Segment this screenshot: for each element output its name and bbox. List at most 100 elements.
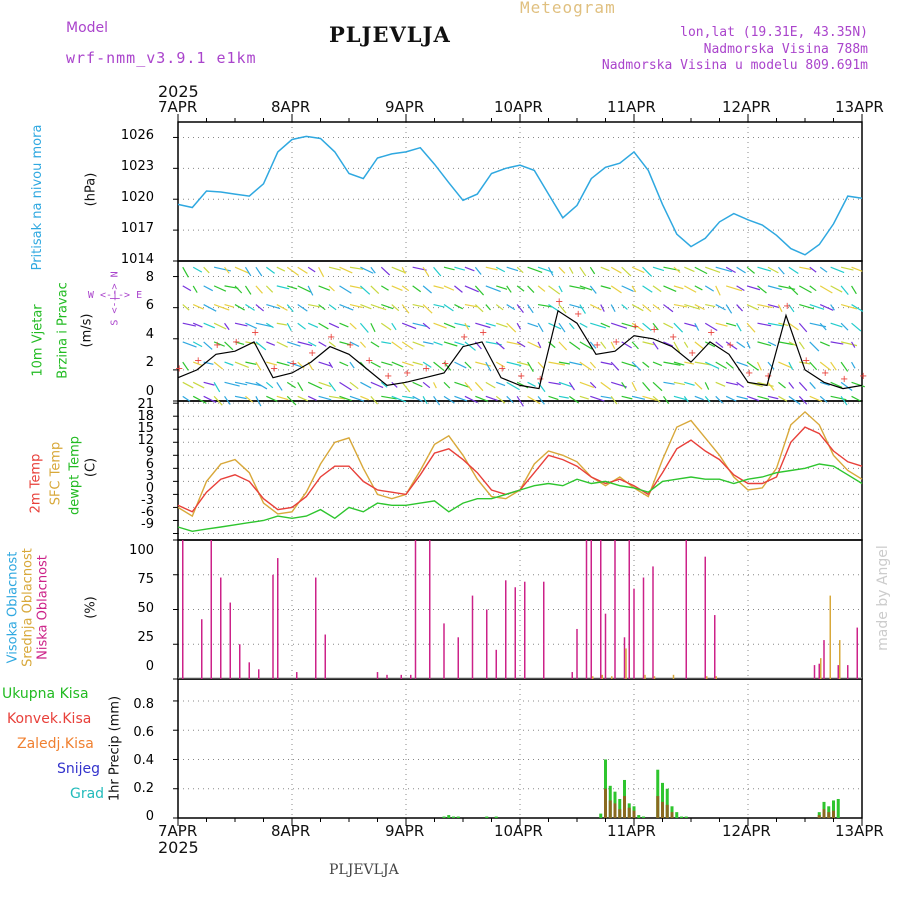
wind-barb (360, 266, 374, 274)
legend-frozen-rain: Zaledj.Kisa (17, 736, 94, 752)
y-tick: 75 (137, 572, 154, 587)
wind-barb (788, 285, 799, 296)
wind-barb (663, 285, 677, 292)
wind-barb (610, 361, 620, 371)
wind-barb (694, 341, 705, 350)
wind-barb (234, 322, 248, 327)
wind-barb (328, 381, 337, 392)
wind-barb (757, 395, 770, 400)
wind-barb (266, 395, 278, 402)
wind-barb (568, 382, 575, 391)
y-tick: 100 (129, 543, 154, 558)
y-tick: 21 (137, 397, 154, 412)
wind-barb (527, 341, 541, 349)
wind-gust-marker: + (840, 374, 848, 385)
wind-barb (381, 395, 397, 400)
wind-barb (495, 361, 506, 368)
wind-barb (391, 361, 404, 368)
wind-barb (579, 266, 587, 277)
wind-barb (402, 361, 414, 367)
wind-barb (391, 341, 403, 350)
wind-barb (234, 266, 250, 274)
wind-barb (736, 381, 745, 388)
wind-barb (537, 361, 545, 369)
wind-gust-marker: + (612, 337, 620, 348)
legend-snow: Snijeg (57, 761, 101, 777)
y-tick: -6 (141, 505, 154, 520)
wind-barb (433, 303, 445, 308)
wind-barb (506, 395, 514, 403)
wind-barb (621, 266, 632, 277)
wind-barb (297, 285, 311, 293)
wind-barb (307, 322, 319, 328)
wind-barb (516, 396, 524, 407)
wind-barb (464, 285, 479, 293)
wind-barb (704, 341, 716, 348)
wind-barb (652, 381, 663, 392)
wind-barb (579, 361, 592, 371)
x-label-bottom: 11APR (607, 822, 656, 840)
wind-barb (433, 341, 443, 346)
total-rain-bar (656, 769, 660, 818)
wind-gust-marker: + (403, 368, 411, 379)
wind-barb (339, 341, 352, 346)
total-rain-bar (447, 815, 451, 818)
wind-barb (600, 322, 611, 328)
wind-barb (663, 361, 681, 366)
wind-barb (360, 395, 370, 401)
wind-barb (600, 304, 605, 312)
wind-barb (621, 285, 634, 292)
wind-barb (265, 285, 274, 293)
wind-barb (600, 361, 613, 366)
wind-barb (412, 341, 425, 347)
wind-barb (642, 361, 650, 368)
wind-barb (474, 266, 482, 275)
wind-barb (788, 341, 798, 347)
wind-barb (339, 303, 354, 311)
conv-rain-bar (623, 796, 626, 818)
wind-barb (851, 395, 861, 402)
wind-barb (245, 322, 258, 330)
wind-barb (610, 341, 616, 350)
wind-barb (652, 266, 665, 272)
wind-barb (694, 266, 708, 275)
model-elevation: Nadmorska Visina u modelu 809.691m (601, 58, 868, 73)
wind-barb (527, 361, 534, 373)
wind-barb (851, 322, 862, 332)
wind-barb (715, 381, 726, 387)
wind-barb (485, 361, 492, 372)
total-rain-bar (642, 816, 645, 818)
wind-barb (475, 361, 492, 367)
wind-barb (631, 341, 639, 350)
wind-barb (642, 341, 654, 346)
y-tick: 9 (145, 445, 154, 460)
wind-barb (778, 395, 788, 402)
x-label-top: 11APR (607, 98, 656, 116)
wind-gust-marker: + (764, 371, 772, 382)
wind-barb (401, 322, 417, 330)
wind-barb (380, 322, 392, 331)
wind-barb (422, 381, 431, 389)
wind-barb (704, 382, 710, 390)
wind-barb (527, 304, 534, 314)
wind-barb (255, 361, 262, 371)
y-tick: 1014 (120, 252, 154, 267)
wind-barb (192, 285, 198, 293)
wind-barb (705, 266, 721, 274)
wind-barb (537, 381, 546, 393)
wind-barb (788, 322, 799, 331)
wind-barb (234, 381, 248, 386)
wind-gust-marker: + (213, 340, 221, 351)
wind-barb (224, 322, 230, 331)
wind-barb (840, 285, 849, 295)
wind-barb (809, 303, 825, 310)
wind-barb (851, 361, 856, 369)
x-label-bottom: 12APR (722, 822, 771, 840)
x-label-top: 9APR (385, 98, 425, 116)
wind-barb (328, 304, 337, 311)
wind-barb (715, 304, 726, 311)
wind-barb (558, 361, 570, 365)
wind-barb (443, 266, 455, 271)
conv-rain-bar (608, 800, 612, 818)
wind-barb (443, 341, 458, 347)
